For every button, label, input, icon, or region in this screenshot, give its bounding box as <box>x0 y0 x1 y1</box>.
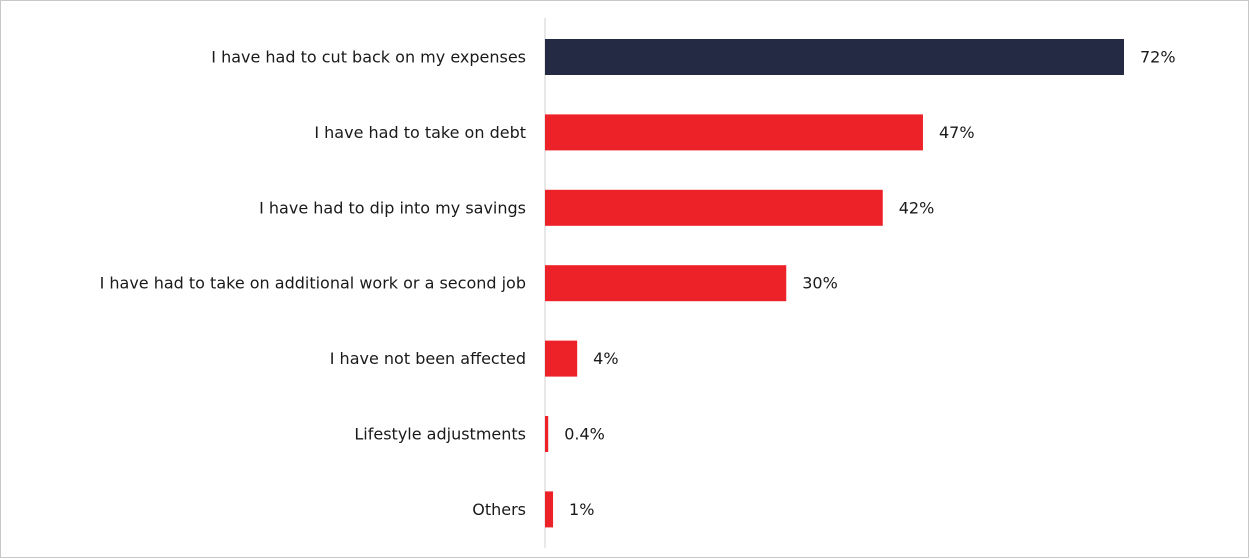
bar-5 <box>545 416 549 452</box>
bar-4 <box>545 340 578 377</box>
value-label-2: 42% <box>899 198 935 217</box>
value-labels-group: 72% 47% 42% 30% 4% 0.4% 1% <box>564 48 1175 519</box>
bar-2 <box>545 189 883 226</box>
category-label-5: Lifestyle adjustments <box>354 425 526 444</box>
value-label-1: 47% <box>939 123 975 142</box>
category-label-3: I have had to take on additional work or… <box>100 274 526 293</box>
category-label-0: I have had to cut back on my expenses <box>211 48 526 67</box>
value-label-5: 0.4% <box>564 425 605 444</box>
value-label-0: 72% <box>1140 48 1176 67</box>
category-labels-group: I have had to cut back on my expenses I h… <box>100 48 526 519</box>
category-label-4: I have not been affected <box>330 349 526 368</box>
bar-3 <box>545 265 787 302</box>
value-label-6: 1% <box>569 500 594 519</box>
bar-0 <box>545 39 1124 75</box>
category-label-2: I have had to dip into my savings <box>259 198 526 217</box>
value-label-4: 4% <box>593 349 618 368</box>
category-label-1: I have had to take on debt <box>314 123 526 142</box>
category-label-6: Others <box>472 500 526 519</box>
bar-1 <box>545 114 923 151</box>
bar-6 <box>545 491 554 528</box>
bars-group <box>545 39 1124 528</box>
value-label-3: 30% <box>802 274 838 293</box>
